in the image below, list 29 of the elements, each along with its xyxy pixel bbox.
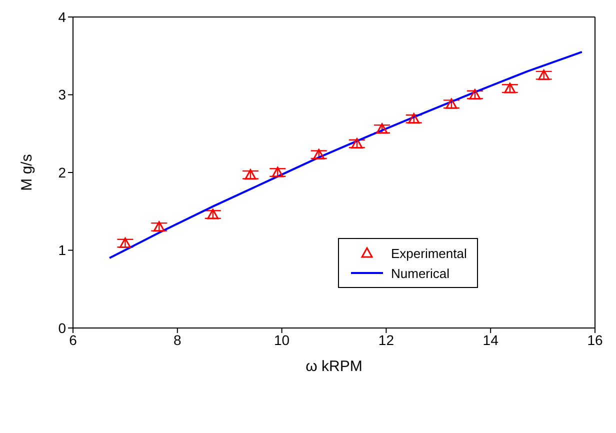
x-tick-label: 14 [482, 332, 499, 348]
y-tick-label: 4 [58, 8, 66, 25]
line-series [108, 50, 583, 260]
x-tick-label: 12 [378, 332, 394, 348]
x-tick-label: 6 [69, 332, 78, 348]
point [244, 169, 256, 180]
y-axis-title: M g/s [18, 154, 36, 191]
point [351, 138, 363, 148]
y-tick-label: 3 [58, 86, 66, 103]
x-tick-label: 10 [274, 332, 290, 348]
point [446, 98, 458, 109]
point [408, 113, 420, 124]
point [469, 89, 481, 100]
point [504, 82, 516, 94]
point [119, 238, 131, 248]
legend-label: Numerical [391, 266, 450, 280]
y-tick-label: 0 [58, 320, 66, 336]
x-axis-title: ω kRPM [306, 358, 362, 375]
point [376, 123, 388, 134]
point [313, 148, 325, 160]
point [538, 70, 550, 80]
y-tick-label: 1 [58, 242, 66, 258]
point [207, 208, 219, 220]
legend-label: Experimental [391, 246, 467, 260]
point [272, 166, 284, 178]
point [153, 221, 165, 232]
y-tick-label: 2 [58, 164, 66, 180]
x-tick-label: 8 [174, 332, 182, 348]
x-tick-label: 16 [587, 332, 603, 348]
